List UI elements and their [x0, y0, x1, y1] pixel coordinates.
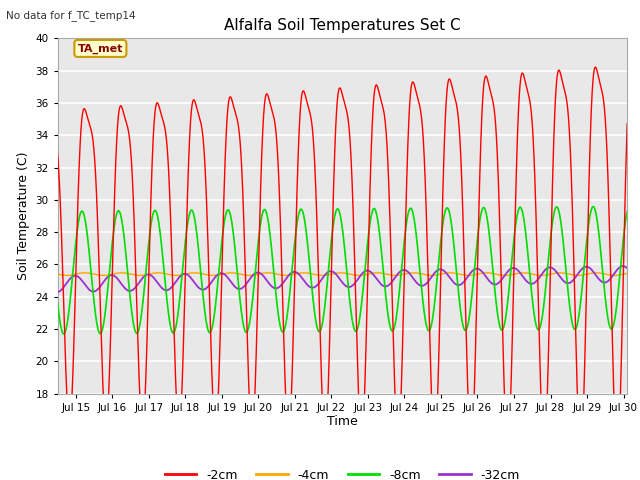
Legend: -2cm, -4cm, -8cm, -32cm: -2cm, -4cm, -8cm, -32cm — [160, 464, 525, 480]
Text: No data for f_TC_temp14: No data for f_TC_temp14 — [6, 10, 136, 21]
Text: TA_met: TA_met — [77, 43, 123, 54]
X-axis label: Time: Time — [327, 415, 358, 429]
Title: Alfalfa Soil Temperatures Set C: Alfalfa Soil Temperatures Set C — [224, 18, 461, 33]
Y-axis label: Soil Temperature (C): Soil Temperature (C) — [17, 152, 30, 280]
